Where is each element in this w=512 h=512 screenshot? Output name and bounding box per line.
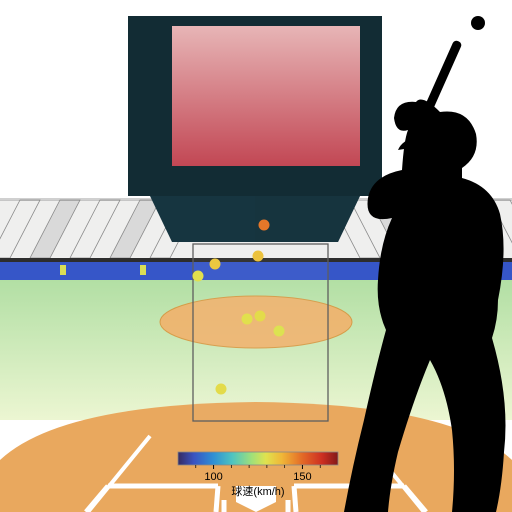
pitch-marker — [259, 220, 270, 231]
pitch-marker — [210, 259, 221, 270]
pitch-marker — [242, 314, 253, 325]
pitch-marker — [255, 311, 266, 322]
pitch-location-diagram: 100 150 球速(km/h) — [0, 0, 512, 512]
pitch-marker — [274, 326, 285, 337]
colorbar-axis-label: 球速(km/h) — [231, 484, 284, 498]
pitch-marker — [253, 251, 264, 262]
pitch-marker — [193, 271, 204, 282]
strike-zone — [193, 244, 328, 421]
colorbar-tick-label: 150 — [293, 471, 311, 483]
colorbar-tick-label: 100 — [204, 471, 222, 483]
scoreboard — [128, 16, 382, 242]
pitch-marker — [216, 384, 227, 395]
